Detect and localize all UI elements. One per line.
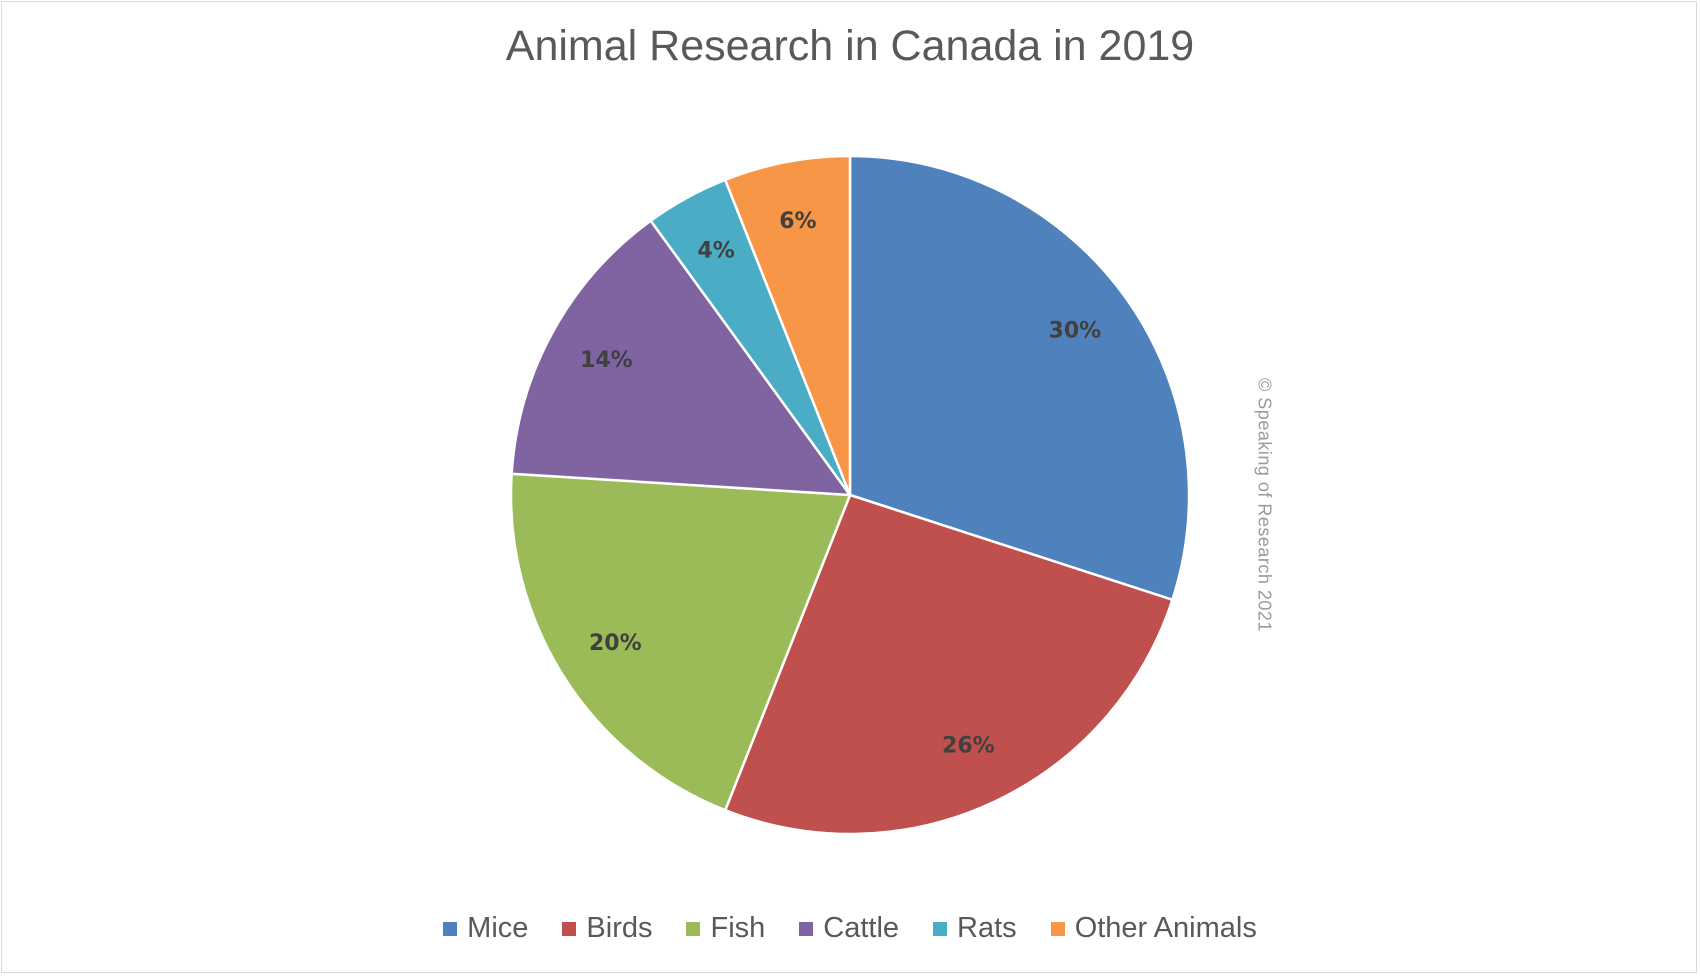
pie-slice-other-animals [723, 154, 852, 496]
pie-slices [509, 154, 1191, 836]
legend-swatch [443, 921, 458, 936]
legend-swatch [933, 921, 948, 936]
data-label-other-animals: 6% [779, 209, 816, 234]
legend-label: Cattle [823, 912, 900, 944]
legend-label: Birds [586, 912, 653, 944]
legend-item-mice: Mice [443, 912, 528, 945]
legend-item-fish: Fish [686, 912, 765, 945]
pie-slice-cattle [510, 218, 853, 497]
legend-swatch [1050, 921, 1065, 936]
legend-swatch [562, 921, 577, 936]
chart-legend: Mice Birds Fish Cattle Rats Other Animals [0, 912, 1700, 945]
legend-label: Other Animals [1074, 912, 1257, 944]
data-label-fish: 20% [589, 631, 642, 656]
pie-slice-fish [509, 472, 852, 812]
legend-item-other-animals: Other Animals [1050, 912, 1257, 945]
data-label-cattle: 14% [580, 348, 633, 373]
legend-label: Rats [957, 912, 1017, 944]
pie-data-labels: 30% 26% 20% 14% 4% 6% [580, 209, 1101, 759]
data-label-mice: 30% [1049, 319, 1102, 344]
chart-title: Animal Research in Canada in 2019 [505, 22, 1195, 70]
legend-item-rats: Rats [933, 912, 1017, 945]
pie-slice-mice [848, 154, 1191, 602]
data-label-rats: 4% [697, 238, 734, 263]
legend-swatch [686, 921, 701, 936]
copyright-watermark: © Speaking of Research 2021 [1254, 378, 1275, 632]
pie-slice-birds [723, 493, 1174, 836]
legend-item-cattle: Cattle [799, 912, 899, 945]
legend-label: Mice [467, 912, 529, 944]
data-label-birds: 26% [942, 734, 995, 759]
legend-swatch [799, 921, 814, 936]
legend-label: Fish [710, 912, 766, 944]
legend-item-birds: Birds [562, 912, 652, 945]
